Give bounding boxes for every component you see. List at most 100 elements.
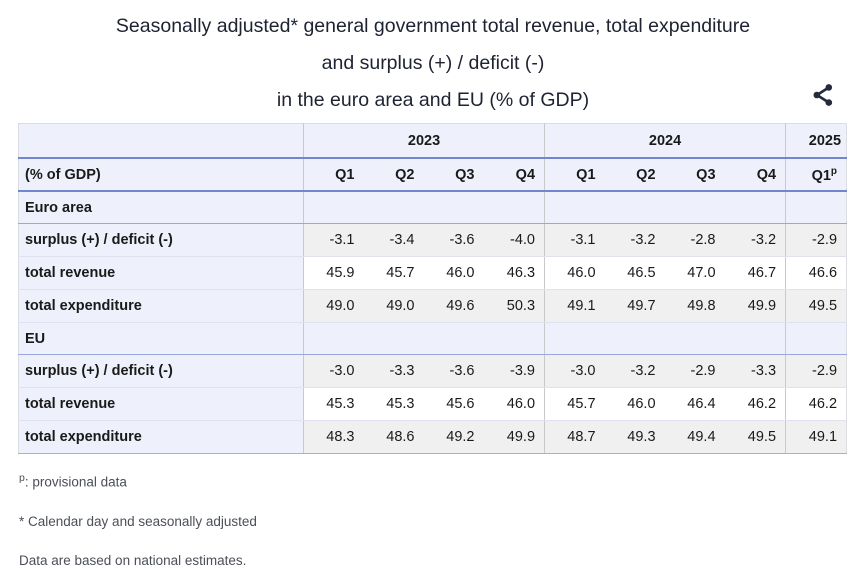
value-cell: 49.1: [544, 289, 605, 323]
quarter-header-row: (% of GDP) Q1 Q2 Q3 Q4 Q1 Q2 Q3 Q4 Q1p: [18, 158, 847, 192]
value-cell: -3.9: [483, 354, 545, 388]
value-cell: -2.9: [664, 354, 725, 388]
value-cell: 49.9: [483, 420, 545, 454]
value-cell: 46.6: [785, 256, 847, 290]
section-row-euro-area: Euro area: [18, 191, 847, 224]
quarter-header: Q2: [363, 158, 424, 192]
value-cell: 48.7: [544, 420, 605, 454]
value-cell: 49.5: [785, 289, 847, 323]
data-table: 2023 2024 2025 (% of GDP) Q1 Q2 Q3 Q4 Q1 Q2 Q3 Q4 Q1…: [18, 123, 848, 454]
corner-empty-cell: [18, 123, 304, 159]
row-label: total revenue: [18, 256, 304, 290]
value-cell: 47.0: [664, 256, 725, 290]
value-cell: 46.4: [664, 387, 725, 421]
value-cell: 45.3: [303, 387, 364, 421]
value-cell: 46.0: [544, 256, 605, 290]
value-cell: -3.3: [724, 354, 786, 388]
value-cell: -4.0: [483, 223, 545, 257]
section-spacer-cell: [785, 191, 847, 224]
value-cell: 49.1: [785, 420, 847, 454]
row-label: total expenditure: [18, 420, 304, 454]
value-cell: 46.3: [483, 256, 545, 290]
year-header-2023: 2023: [302, 123, 545, 159]
value-cell: 48.3: [303, 420, 364, 454]
value-cell: 45.9: [303, 256, 364, 290]
title-line-1: Seasonally adjusted* general government …: [115, 15, 751, 37]
quarter-header: Q3: [664, 158, 725, 192]
table-row: total expenditure 48.3 48.6 49.2 49.9 48.7 49.…: [18, 420, 847, 454]
footnote-estimates: Data are based on national estimates.: [19, 552, 247, 568]
page-title: Seasonally adjusted* general government …: [0, 0, 866, 119]
section-row-eu: EU: [18, 322, 847, 355]
value-cell: 45.7: [363, 256, 424, 290]
value-cell: 49.6: [423, 289, 484, 323]
value-cell: 46.2: [724, 387, 786, 421]
table-row: total revenue 45.3 45.3 45.6 46.0 45.7 46.0 46.…: [18, 387, 847, 421]
share-button[interactable]: [811, 82, 835, 108]
section-spacer-cell: [302, 322, 545, 355]
table-body: 2023 2024 2025 (% of GDP) Q1 Q2 Q3 Q4 Q1 Q2 Q3 Q4 Q1…: [18, 123, 847, 454]
value-cell: -3.6: [423, 223, 484, 257]
quarter-header: Q4: [483, 158, 545, 192]
quarter-header: Q1: [303, 158, 364, 192]
footnotes: p: provisional data * Calendar day and s…: [19, 472, 866, 568]
table-row: total revenue 45.9 45.7 46.0 46.3 46.0 46.5 47.…: [18, 256, 847, 290]
quarter-header: Q1: [544, 158, 605, 192]
value-cell: 46.0: [423, 256, 484, 290]
value-cell: 49.9: [724, 289, 786, 323]
quarter-header: Q1p: [785, 158, 847, 192]
footnote-text: : provisional data: [24, 474, 127, 490]
value-cell: -3.6: [423, 354, 484, 388]
table-row: total expenditure 49.0 49.0 49.6 50.3 49.1 49.…: [18, 289, 847, 323]
year-header-row: 2023 2024 2025: [18, 123, 847, 159]
section-label: EU: [18, 322, 304, 355]
value-cell: -2.9: [785, 354, 847, 388]
row-label: surplus (+) / deficit (-): [18, 354, 304, 388]
value-cell: 49.5: [724, 420, 786, 454]
year-header-2025: 2025: [785, 123, 847, 159]
value-cell: 46.5: [604, 256, 665, 290]
table-row: surplus (+) / deficit (-) -3.1 -3.4 -3.6 -4.…: [18, 223, 847, 257]
section-spacer-cell: [302, 191, 545, 224]
value-cell: 46.0: [604, 387, 665, 421]
quarter-header: Q2: [604, 158, 665, 192]
value-cell: -3.2: [604, 354, 665, 388]
value-cell: 45.3: [363, 387, 424, 421]
value-cell: 45.6: [423, 387, 484, 421]
value-cell: -3.2: [724, 223, 786, 257]
unit-label-cell: (% of GDP): [18, 158, 304, 192]
value-cell: -3.0: [544, 354, 605, 388]
title-line-2: and surplus (+) / deficit (-): [321, 52, 545, 74]
value-cell: 49.3: [604, 420, 665, 454]
footnote-sup: p: [19, 472, 25, 484]
value-cell: 45.7: [544, 387, 605, 421]
row-label: surplus (+) / deficit (-): [18, 223, 304, 257]
value-cell: 46.7: [724, 256, 786, 290]
value-cell: 49.0: [363, 289, 424, 323]
value-cell: -3.1: [544, 223, 605, 257]
value-cell: -3.2: [604, 223, 665, 257]
footnote-calendar: * Calendar day and seasonally adjusted: [19, 513, 257, 529]
value-cell: 46.2: [785, 387, 847, 421]
value-cell: 49.2: [423, 420, 484, 454]
value-cell: 49.0: [303, 289, 364, 323]
year-header-2024: 2024: [544, 123, 786, 159]
section-spacer-cell: [544, 191, 786, 224]
value-cell: 49.8: [664, 289, 725, 323]
quarter-header: Q4: [724, 158, 786, 192]
value-cell: -2.9: [785, 223, 847, 257]
share-icon: [811, 84, 835, 111]
value-cell: -3.3: [363, 354, 424, 388]
value-cell: -3.0: [303, 354, 364, 388]
table-row: surplus (+) / deficit (-) -3.0 -3.3 -3.6 -3.…: [18, 354, 847, 388]
title-line-3: in the euro area and EU (% of GDP): [276, 89, 590, 111]
section-spacer-cell: [544, 322, 786, 355]
section-label: Euro area: [18, 191, 304, 224]
section-spacer-cell: [785, 322, 847, 355]
footnote-provisional: p: provisional data: [19, 472, 866, 490]
value-cell: 49.4: [664, 420, 725, 454]
value-cell: -2.8: [664, 223, 725, 257]
value-cell: 48.6: [363, 420, 424, 454]
value-cell: 50.3: [483, 289, 545, 323]
quarter-header: Q3: [423, 158, 484, 192]
